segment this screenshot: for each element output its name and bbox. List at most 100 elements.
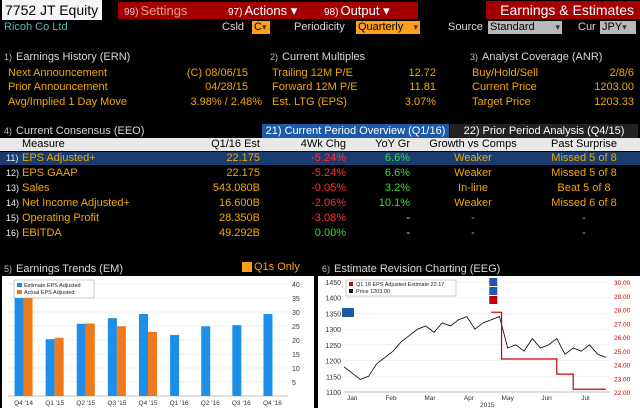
- avg-implied-move-value: 3.98% / 2.48%: [190, 96, 262, 108]
- x-tick-label: Q2 '16: [201, 400, 220, 407]
- next-announcement-value: (C) 08/06/15: [186, 67, 248, 79]
- csld-label: Csld: [222, 21, 245, 33]
- periodicity-dropdown-icon: ▾: [413, 22, 418, 32]
- x-tick-label: Q1 '15: [45, 400, 64, 407]
- y-tick-label: 5: [292, 380, 296, 387]
- analyst-coverage-title[interactable]: 3) Analyst Coverage (ANR): [470, 50, 602, 64]
- y-tick-label: 30: [292, 310, 300, 317]
- cell-est: 49.292B: [219, 227, 260, 239]
- estimate-bar: [232, 325, 242, 396]
- current-multiples-num: 2): [270, 52, 279, 62]
- trailing-pe-value: 12.72: [408, 67, 436, 79]
- estimate-bar: [45, 339, 55, 396]
- left-tick-label: 1350: [325, 311, 341, 318]
- table-row[interactable]: 15) Operating Profit 28.350B -3.08% - - -: [0, 212, 640, 225]
- tab-prior-period-analysis[interactable]: 22) Prior Period Analysis (Q4/15): [450, 124, 638, 138]
- event-marker-blue: [342, 308, 354, 317]
- trailing-pe-label: Trailing 12M P/E: [272, 67, 353, 79]
- forward-pe-label: Forward 12M P/E: [272, 81, 358, 93]
- row-number: 11): [6, 153, 19, 163]
- x-tick-label: Mar: [424, 395, 436, 402]
- legend-swatch-estimate: [17, 283, 22, 287]
- cell-growth-vs-comps: -: [471, 212, 475, 224]
- est-ltg-value: 3.07%: [404, 96, 436, 108]
- x-tick-label: Q4 '15: [139, 400, 158, 407]
- x-tick-label: Jul: [581, 395, 590, 402]
- cell-growth-vs-comps: Weaker: [454, 152, 492, 164]
- earnings-trends-chart: 5 10 15 20 25 30 35 40 Q4 '14 Q1 '15 Q2 '15 Q3 '15 Q…: [2, 276, 314, 408]
- earnings-history-title[interactable]: 1) Earnings History (ERN): [4, 50, 130, 64]
- table-row[interactable]: 12) EPS GAAP 22.175 -5.24% 6.6% Weaker Missed …: [0, 167, 640, 180]
- actions-dropdown-icon: ▾: [290, 3, 298, 18]
- prior-announcement-label: Prior Announcement: [8, 81, 108, 93]
- analyst-coverage-label: Analyst Coverage (ANR): [482, 51, 603, 63]
- row-number: 16): [6, 228, 20, 238]
- output-dropdown-icon: ▾: [383, 3, 390, 18]
- y-tick-label: 35: [292, 296, 300, 303]
- buy-hold-sell-label: Buy/Hold/Sell: [472, 67, 539, 79]
- right-tick-label: 28.00: [614, 308, 631, 315]
- actual-bar: [23, 293, 33, 396]
- csld-field[interactable]: C▾: [252, 21, 270, 34]
- table-row[interactable]: 11) EPS Adjusted+ 22.175 -5.24% 6.6% Weaker Mi…: [0, 152, 640, 165]
- periodicity-field[interactable]: Quarterly ▾: [356, 21, 420, 34]
- settings-label: Settings: [140, 3, 188, 18]
- ticker-field[interactable]: 7752 JT Equity: [2, 0, 102, 20]
- estimate-revision-chart: 1100 1150 1200 1250 1300 1350 1400 1450 22.00 23.…: [318, 276, 640, 408]
- cell-past-surprise: Missed 6 of 8: [551, 197, 617, 209]
- col-past-surprise: Past Surprise: [550, 138, 618, 150]
- earnings-trends-title[interactable]: 5) Earnings Trends (EM): [4, 262, 123, 276]
- output-num: 98): [324, 7, 339, 18]
- table-row[interactable]: 13) Sales 543.080B -0.05% 3.2% In-line Beat 5 …: [0, 182, 640, 195]
- next-announcement-label: Next Announcement: [8, 67, 108, 79]
- event-marker-blue: [489, 278, 498, 286]
- right-tick-label: 27.00: [614, 321, 631, 328]
- tab-current-period-overview[interactable]: 21) Current Period Overview (Q1/16): [262, 124, 449, 138]
- estimate-revision-title[interactable]: 6) Estimate Revision Charting (EEG): [322, 262, 500, 276]
- cell-measure: EPS Adjusted+: [22, 152, 96, 164]
- current-price-value: 1203.00: [594, 81, 634, 93]
- actions-label: Actions: [244, 3, 288, 18]
- legend-box: [345, 279, 457, 297]
- output-button[interactable]: 98) Output ▾: [318, 2, 418, 19]
- actions-button[interactable]: 97) Actions ▾: [222, 2, 318, 19]
- cell-past-surprise: Missed 5 of 8: [551, 167, 617, 179]
- cell-measure: EBITDA: [22, 227, 62, 239]
- earnings-trends-label: Earnings Trends (EM): [16, 263, 123, 275]
- q1s-only-checkbox[interactable]: [242, 262, 252, 272]
- x-tick-label: Jun: [541, 395, 552, 402]
- right-tick-label: 22.00: [614, 390, 631, 397]
- earnings-history-label: Earnings History (ERN): [16, 51, 131, 63]
- actual-bar: [85, 323, 95, 396]
- x-year-label: 2015: [480, 402, 495, 408]
- price-line: [343, 316, 607, 380]
- table-row[interactable]: 16) EBITDA 49.292B 0.00% - - -: [0, 227, 640, 240]
- legend-box: [13, 279, 95, 299]
- source-value: Standard: [490, 21, 535, 33]
- estimate-revision-num: 6): [322, 264, 331, 274]
- cell-4wk-chg: -0.05%: [311, 182, 346, 194]
- source-label: Source: [448, 21, 483, 33]
- q1s-only-label: Q1s Only: [254, 261, 300, 273]
- settings-button[interactable]: 99) Settings: [118, 2, 222, 19]
- estimate-revision-label: Estimate Revision Charting (EEG): [334, 263, 501, 275]
- right-tick-label: 24.00: [614, 363, 631, 370]
- source-field[interactable]: Standard ▾: [488, 21, 562, 34]
- table-row[interactable]: 14) Net Income Adjusted+ 16.600B -2.06% 10.1…: [0, 197, 640, 210]
- actual-bar: [116, 326, 126, 396]
- right-tick-label: 25.00: [614, 349, 631, 356]
- x-tick-label: Q4 '16: [263, 400, 282, 407]
- y-tick-label: 25: [292, 324, 300, 331]
- actions-num: 97): [228, 7, 243, 18]
- consensus-num: 4): [4, 126, 13, 136]
- y-tick-label: 20: [292, 338, 300, 345]
- x-tick-label: Q3 '16: [232, 400, 251, 407]
- consensus-title[interactable]: 4) Current Consensus (EEO): [4, 124, 144, 138]
- left-tick-label: 1250: [325, 343, 341, 350]
- col-yoy-gr: YoY Gr: [375, 138, 410, 150]
- currency-field[interactable]: JPY▾: [600, 21, 636, 34]
- periodicity-value: Quarterly: [358, 21, 404, 33]
- cell-past-surprise: -: [582, 227, 586, 239]
- y-tick-label: 10: [292, 366, 300, 373]
- estimate-bar: [170, 334, 180, 396]
